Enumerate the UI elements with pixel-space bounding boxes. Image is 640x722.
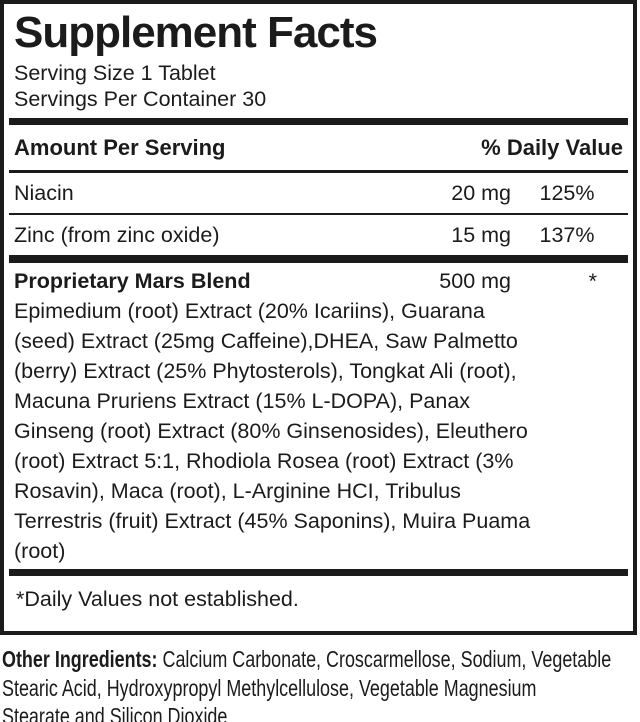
blend-header-row: Proprietary Mars Blend 500 mg * (14, 266, 623, 296)
table-row: Niacin 20 mg 125% (4, 173, 633, 213)
divider-thick-top (9, 118, 628, 125)
blend-ingredients-line: Terrestris (fruit) Extract (45% Saponins… (14, 509, 531, 533)
amount-per-serving-header: Amount Per Serving (14, 135, 226, 160)
divider-hairline (9, 213, 628, 215)
blend-daily-value-asterisk: * (588, 269, 597, 293)
table-header-row: Amount Per Serving % Daily Value (4, 125, 633, 170)
blend-ingredients-line: (root) (14, 539, 66, 563)
daily-value-footnote: *Daily Values not established. (16, 587, 299, 611)
panel-header: Supplement Facts Serving Size 1 Tablet S… (4, 4, 633, 112)
nutrient-amount: 20 mg (451, 181, 511, 205)
table-row: Zinc (from zinc oxide) 15 mg 137% (4, 215, 633, 255)
other-ingredients-line: Stearate and Silicon Dioxide (2, 703, 228, 722)
serving-size: Serving Size 1 Tablet (14, 61, 216, 85)
nutrient-daily-value: 125% (539, 181, 595, 205)
divider-thick-bottom (9, 569, 628, 576)
blend-ingredients-line: Rosavin), Maca (root), L-Arginine HCI, T… (14, 479, 461, 503)
panel-title: Supplement Facts (14, 8, 378, 57)
blend-amount: 500 mg (439, 269, 511, 293)
other-ingredients-line: Stearic Acid, Hydroxypropyl Methylcellul… (2, 674, 537, 701)
blend-ingredients-line: (root) Extract 5:1, Rhodiola Rosea (root… (14, 449, 514, 473)
nutrient-name: Niacin (14, 181, 74, 205)
servings-per-container: Servings Per Container 30 (14, 87, 267, 111)
other-ingredients-section: Other Ingredients: Calcium Carbonate, Cr… (0, 645, 640, 722)
blend-ingredients-line: Ginseng (root) Extract (80% Ginsenosides… (14, 419, 528, 443)
blend-ingredients-line: Macuna Pruriens Extract (15% L-DOPA), Pa… (14, 389, 471, 413)
other-ingredients-text: Calcium Carbonate, Croscarmellose, Sodiu… (157, 646, 612, 672)
other-ingredients-line: Other Ingredients: Calcium Carbonate, Cr… (2, 645, 640, 674)
daily-value-header: % Daily Value (481, 135, 623, 160)
divider-thick-mid (9, 255, 628, 263)
blend-name: Proprietary Mars Blend (14, 269, 251, 293)
other-ingredients-label: Other Ingredients: (2, 646, 158, 672)
nutrient-amount: 15 mg (451, 223, 511, 247)
blend-ingredients-line: (berry) Extract (25% Phytosterols), Tong… (14, 359, 517, 383)
blend-ingredients-line: Epimedium (root) Extract (20% Icariins),… (14, 299, 485, 323)
divider-medium (9, 170, 628, 173)
nutrient-daily-value: 137% (539, 223, 595, 247)
supplement-facts-panel: Supplement Facts Serving Size 1 Tablet S… (0, 0, 637, 635)
nutrient-name: Zinc (from zinc oxide) (14, 223, 220, 247)
blend-ingredients-line: (seed) Extract (25mg Caffeine),DHEA, Saw… (14, 329, 518, 353)
proprietary-blend-section: Proprietary Mars Blend 500 mg * Epimediu… (4, 263, 633, 569)
